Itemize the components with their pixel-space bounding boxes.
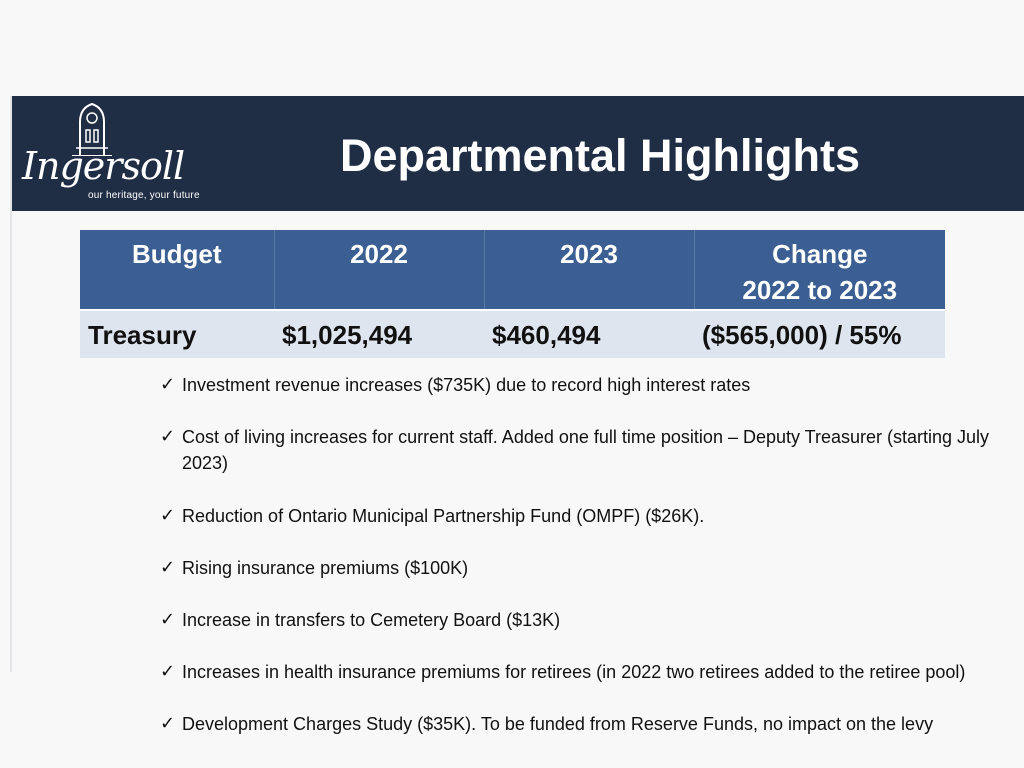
check-icon: ✓: [160, 426, 176, 447]
table-header-row: Budget 2022 2023 Change 2022 to 2023: [80, 230, 945, 310]
list-item-text: Development Charges Study ($35K). To be …: [182, 714, 934, 734]
list-item-text: Rising insurance premiums ($100K): [182, 558, 469, 578]
list-item-text: Investment revenue increases ($735K) due…: [182, 375, 751, 395]
ingersoll-logo: Ingersoll our heritage, your future: [22, 100, 222, 208]
budget-table: Budget 2022 2023 Change 2022 to 2023 Tre…: [80, 230, 945, 358]
list-item: ✓ Increases in health insurance premiums…: [160, 659, 1020, 685]
check-icon: ✓: [160, 661, 176, 682]
list-item-text: Increase in transfers to Cemetery Board …: [182, 610, 561, 630]
cell-change: ($565,000) / 55%: [694, 309, 945, 358]
title-banner: [0, 96, 1024, 211]
header-change: Change 2022 to 2023: [694, 230, 945, 310]
logo-tagline: our heritage, your future: [88, 190, 200, 201]
list-item-text: Cost of living increases for current sta…: [182, 427, 990, 473]
list-item: ✓ Investment revenue increases ($735K) d…: [160, 372, 1020, 398]
logo-wordmark: Ingersoll: [22, 144, 185, 188]
list-item: ✓ Development Charges Study ($35K). To b…: [160, 711, 1020, 737]
check-icon: ✓: [160, 713, 176, 734]
check-icon: ✓: [160, 609, 176, 630]
page-title: Departmental Highlights: [339, 130, 861, 181]
cell-2022: $1,025,494: [274, 309, 484, 358]
list-item: ✓ Rising insurance premiums ($100K): [160, 555, 1020, 581]
header-budget: Budget: [80, 230, 275, 310]
header-change-line1: Change: [772, 239, 868, 269]
list-item-text: Reduction of Ontario Municipal Partnersh…: [182, 506, 705, 526]
cell-2023: $460,494: [484, 309, 694, 358]
clock-tower-icon: [72, 102, 112, 156]
check-icon: ✓: [160, 557, 176, 578]
header-2023: 2023: [484, 230, 695, 310]
list-item: ✓ Increase in transfers to Cemetery Boar…: [160, 607, 1020, 633]
header-2022: 2022: [274, 230, 485, 310]
slide-left-divider: [10, 96, 12, 672]
cell-budget: Treasury: [80, 309, 274, 358]
check-icon: ✓: [160, 374, 176, 395]
list-item: ✓ Cost of living increases for current s…: [160, 424, 1020, 476]
list-item-text: Increases in health insurance premiums f…: [182, 662, 966, 682]
banner-left-edge: [0, 96, 10, 211]
list-item: ✓ Reduction of Ontario Municipal Partner…: [160, 503, 1020, 529]
table-row: Treasury $1,025,494 $460,494 ($565,000) …: [80, 309, 945, 358]
header-change-line2: 2022 to 2023: [742, 275, 898, 305]
check-icon: ✓: [160, 505, 176, 526]
